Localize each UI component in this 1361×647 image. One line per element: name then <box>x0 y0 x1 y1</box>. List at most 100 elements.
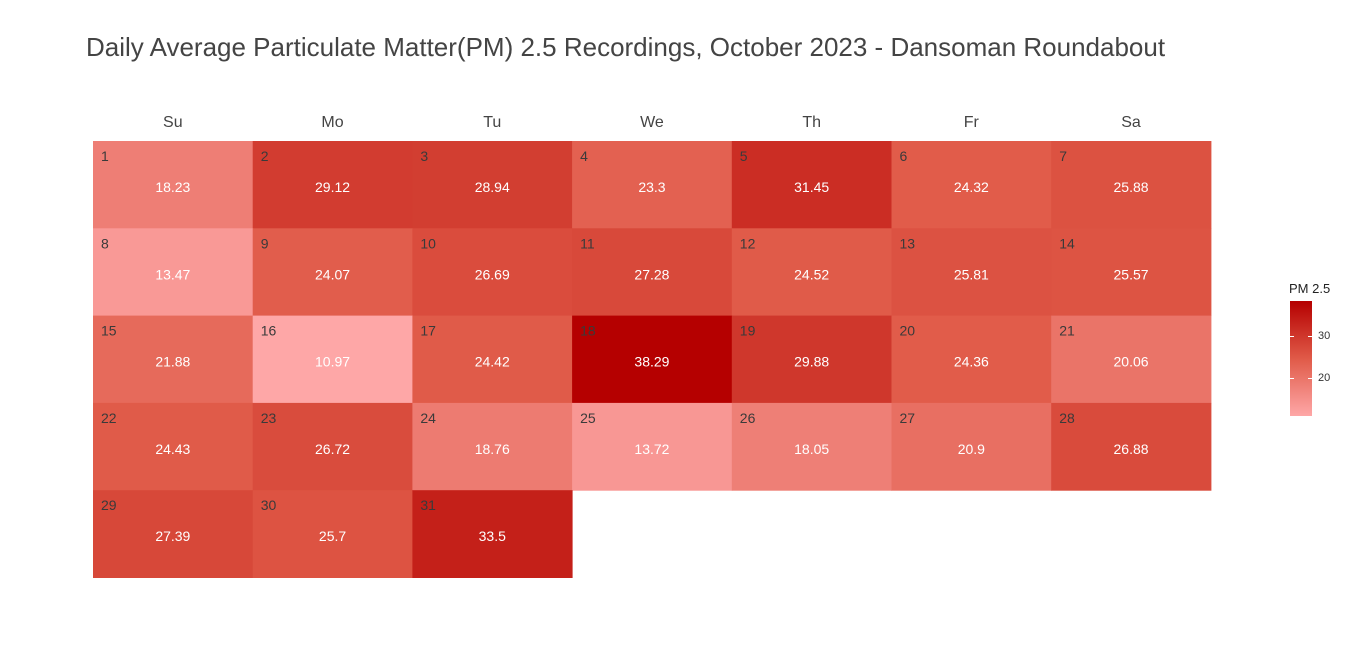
value-label: 31.45 <box>794 179 829 195</box>
value-label: 29.88 <box>794 354 829 370</box>
day-cell-4: 423.3 <box>572 141 733 229</box>
day-number-label: 14 <box>1059 235 1075 251</box>
day-tile <box>891 315 1052 404</box>
value-label: 28.94 <box>475 179 510 195</box>
day-cell-13: 13 25.81 <box>891 228 1052 317</box>
value-label: 26.88 <box>1114 441 1149 457</box>
value-label: 24.42 <box>475 354 510 370</box>
day-number-label: 4 <box>580 148 588 164</box>
day-cells: 118.23229.12328.94423.3531.45624.32725.8… <box>93 141 1212 578</box>
day-cell-3: 328.94 <box>412 141 573 229</box>
day-cell-14: 14 25.57 <box>1051 228 1212 317</box>
day-number-label: 9 <box>261 235 269 251</box>
value-label: 18.23 <box>155 179 190 195</box>
legend-tick-mark <box>1290 335 1294 337</box>
day-cell-23: 23 26.72 <box>252 402 413 491</box>
value-label: 18.05 <box>794 441 829 457</box>
day-tile <box>891 402 1052 491</box>
day-cell-29: 29 27.39 <box>93 490 254 578</box>
value-label: 24.52 <box>794 266 829 282</box>
day-tile <box>93 141 254 229</box>
day-tile <box>252 315 413 404</box>
day-number-label: 26 <box>740 410 756 426</box>
day-number-label: 15 <box>101 323 117 339</box>
weekday-header-mo: Mo <box>321 114 343 131</box>
value-label: 29.12 <box>315 179 350 195</box>
day-tile <box>731 228 892 317</box>
day-number-label: 28 <box>1059 410 1075 426</box>
chart-title: Daily Average Particulate Matter(PM) 2.5… <box>86 32 1166 62</box>
day-tile <box>412 402 573 491</box>
day-tile <box>93 490 254 578</box>
day-cell-11: 11 27.28 <box>572 228 733 317</box>
day-cell-9: 924.07 <box>252 228 413 317</box>
day-number-label: 12 <box>740 235 756 251</box>
day-cell-24: 24 18.76 <box>412 402 573 491</box>
value-label: 18.76 <box>475 441 510 457</box>
legend-tick-mark <box>1308 335 1312 337</box>
day-number-label: 20 <box>900 323 916 339</box>
day-number-label: 10 <box>420 235 436 251</box>
day-tile <box>891 228 1052 317</box>
value-label: 24.32 <box>954 179 989 195</box>
day-cell-7: 725.88 <box>1051 141 1212 229</box>
day-number-label: 1 <box>101 148 109 164</box>
value-label: 33.5 <box>479 528 506 544</box>
day-number-label: 8 <box>101 235 109 251</box>
day-cell-19: 19 29.88 <box>731 315 892 404</box>
day-tile <box>412 228 573 317</box>
day-tile <box>93 402 254 491</box>
day-number-label: 30 <box>261 497 277 513</box>
day-number-label: 11 <box>580 235 595 251</box>
value-label: 10.97 <box>315 354 350 370</box>
day-cell-18: 18 38.29 <box>572 315 733 404</box>
day-tile <box>731 141 892 229</box>
day-tile <box>731 315 892 404</box>
day-tile <box>891 141 1052 229</box>
day-number-label: 25 <box>580 410 596 426</box>
day-cell-10: 10 26.69 <box>412 228 573 317</box>
day-number-label: 3 <box>420 148 428 164</box>
value-label: 25.88 <box>1114 179 1149 195</box>
value-label: 24.43 <box>155 441 190 457</box>
day-cell-27: 27 20.9 <box>891 402 1052 491</box>
value-label: 27.28 <box>634 266 669 282</box>
day-number-label: 24 <box>420 410 436 426</box>
value-label: 21.88 <box>155 354 190 370</box>
day-tile <box>572 315 733 404</box>
value-label: 13.47 <box>155 266 190 282</box>
weekday-headers: Su Mo Tu We Th Fr Sa <box>163 114 1141 131</box>
weekday-header-tu: Tu <box>483 114 501 131</box>
day-number-label: 29 <box>101 497 117 513</box>
day-number-label: 7 <box>1059 148 1067 164</box>
day-cell-26: 26 18.05 <box>731 402 892 491</box>
day-number-label: 16 <box>261 323 277 339</box>
value-label: 26.69 <box>475 266 510 282</box>
day-tile <box>572 228 733 317</box>
weekday-header-sa: Sa <box>1121 114 1141 131</box>
legend-tick-mark <box>1290 377 1294 379</box>
value-label: 25.7 <box>319 528 346 544</box>
legend-tick-mark <box>1308 377 1312 379</box>
day-tile <box>1051 315 1212 404</box>
day-number-label: 19 <box>740 323 756 339</box>
day-tile <box>1051 228 1212 317</box>
day-tile <box>731 402 892 491</box>
day-cell-2: 229.12 <box>252 141 413 229</box>
day-cell-16: 16 10.97 <box>252 315 413 404</box>
value-label: 38.29 <box>634 354 669 370</box>
weekday-header-th: Th <box>802 114 821 131</box>
day-cell-12: 12 24.52 <box>731 228 892 317</box>
legend-title: PM 2.5 <box>1289 281 1331 296</box>
day-tile <box>252 228 413 317</box>
weekday-header-su: Su <box>163 114 183 131</box>
day-number-label: 6 <box>900 148 908 164</box>
value-label: 13.72 <box>634 441 669 457</box>
legend-tick-label: 20 <box>1318 371 1331 384</box>
weekday-header-we: We <box>640 114 664 131</box>
day-cell-20: 20 24.36 <box>891 315 1052 404</box>
day-number-label: 13 <box>900 235 916 251</box>
day-cell-28: 28 26.88 <box>1051 402 1212 491</box>
day-tile <box>1051 141 1212 229</box>
